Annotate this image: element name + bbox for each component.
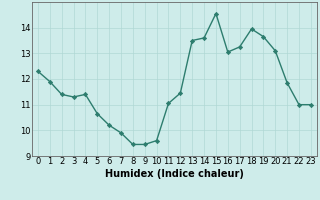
X-axis label: Humidex (Indice chaleur): Humidex (Indice chaleur) [105,169,244,179]
